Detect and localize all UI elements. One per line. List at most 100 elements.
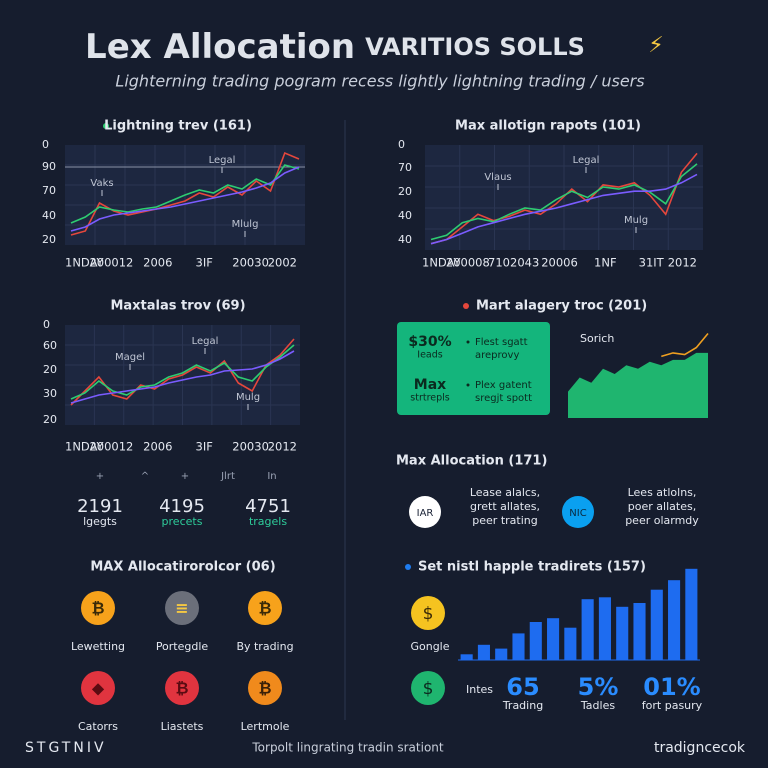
footer-left: STGTNIV [25, 740, 107, 756]
x-label: 20030 [232, 440, 269, 454]
icon-label: Liastets [161, 720, 204, 733]
metric-label: Tadles [580, 699, 615, 712]
x-label: 2012 [668, 256, 697, 270]
annotation: Magel [115, 352, 145, 363]
bar [668, 580, 681, 660]
callout-note: sregjt spott [475, 393, 532, 404]
y-label: 40 [398, 233, 412, 246]
annotation: Legal [192, 336, 219, 347]
annotation: Mulg [624, 215, 648, 226]
marker: Jlrt [220, 471, 235, 482]
metric-label: fort pasury [642, 699, 703, 712]
badge-line: Lease alalcs, [470, 486, 540, 499]
chart-title: Lightning trev (161) [104, 119, 252, 134]
x-label: 3IF [196, 440, 213, 454]
icon [165, 671, 199, 705]
icon [165, 591, 199, 625]
metric-label: Trading [502, 699, 543, 712]
title-dot [405, 564, 411, 570]
badge-line: peer trating [472, 514, 537, 527]
series-line [70, 344, 295, 400]
title-main: Lex Allocation [85, 27, 355, 67]
callout-box [397, 322, 550, 415]
callout-note: Plex gatent [475, 380, 532, 391]
bullet [466, 340, 470, 344]
series-line [70, 166, 300, 232]
stat-value: 2191 [77, 496, 123, 517]
icon-label: By trading [236, 640, 293, 653]
callout-label: Ieads [417, 350, 442, 361]
annotation: Legal [209, 155, 236, 166]
bar [477, 644, 490, 660]
bar [685, 568, 698, 660]
icon-glyph: ₿ [91, 599, 104, 618]
x-label: 7102043 [488, 256, 539, 270]
annotation: Vlaus [484, 172, 511, 183]
marker: ^ [141, 471, 149, 482]
bar [529, 622, 542, 660]
y-label: 0 [43, 318, 50, 331]
icon-label: Catorrs [78, 720, 118, 733]
icon-glyph: ◆ [92, 679, 105, 698]
bar [633, 603, 646, 660]
chart-title: Max allotign rapots (101) [455, 119, 641, 134]
icon [248, 671, 282, 705]
section-title: MAX Allocatirorolcor (06) [90, 560, 275, 575]
chart-title: Maxtalas trov (69) [110, 299, 245, 314]
x-label: 3IF [196, 256, 213, 270]
footer-center: Torpolt lingrating tradin srationt [251, 741, 444, 755]
x-label: 2006 [143, 440, 172, 454]
coin [411, 671, 445, 705]
marker: + [96, 471, 104, 482]
icon-glyph: ₿ [258, 679, 271, 698]
icon-label: Lertmole [241, 720, 290, 733]
x-label: 200008 [446, 256, 490, 270]
title-dot [103, 123, 109, 129]
series-line [70, 164, 300, 224]
metric-value: 65 [506, 673, 539, 701]
coin-label: Gongle [410, 640, 449, 653]
metric-value: 5% [578, 673, 619, 701]
y-label: 0 [42, 138, 49, 151]
coin-glyph: $ [423, 679, 434, 699]
badge-line: peer olarmdy [625, 514, 699, 527]
x-label: 1NDAY [422, 256, 462, 270]
series-line [70, 338, 295, 406]
icon [81, 591, 115, 625]
y-label: 20 [43, 363, 57, 376]
x-label: 20006 [541, 256, 578, 270]
bullet [466, 383, 470, 387]
icon-label: Portegdle [156, 640, 209, 653]
subtitle: Lighterning trading pogram recess lightl… [115, 72, 644, 91]
stat-label: precets [162, 515, 203, 528]
section-title: Max Allocation (171) [396, 454, 547, 469]
icon [81, 671, 115, 705]
bar [547, 618, 560, 660]
stat-label: tragels [249, 515, 287, 528]
y-label: 40 [398, 209, 412, 222]
annotation: Mulg [236, 392, 260, 403]
series-line [661, 332, 709, 358]
icon-glyph: ≡ [175, 599, 188, 618]
coin-label: Intes [466, 683, 493, 696]
icon [248, 591, 282, 625]
bar [616, 606, 629, 660]
callout-value: $30% [408, 334, 451, 350]
annotation: Legal [573, 155, 600, 166]
badge [409, 496, 441, 528]
bar [495, 648, 508, 660]
badge-line: poer allates, [628, 500, 696, 513]
chart-title: Mart alagery troc (201) [476, 299, 647, 314]
title-icon: ⚡ [648, 33, 663, 58]
chart-label: Sorich [580, 332, 614, 345]
x-label: 200012 [89, 440, 133, 454]
badge-line: grett allates, [470, 500, 540, 513]
marker: + [181, 471, 189, 482]
x-label: 1NDAY [65, 440, 105, 454]
callout-note: areprovy [475, 350, 519, 361]
badge-line: Lees atlolns, [628, 486, 697, 499]
x-label: 2002 [268, 256, 297, 270]
coin [411, 596, 445, 630]
bar [460, 654, 473, 660]
